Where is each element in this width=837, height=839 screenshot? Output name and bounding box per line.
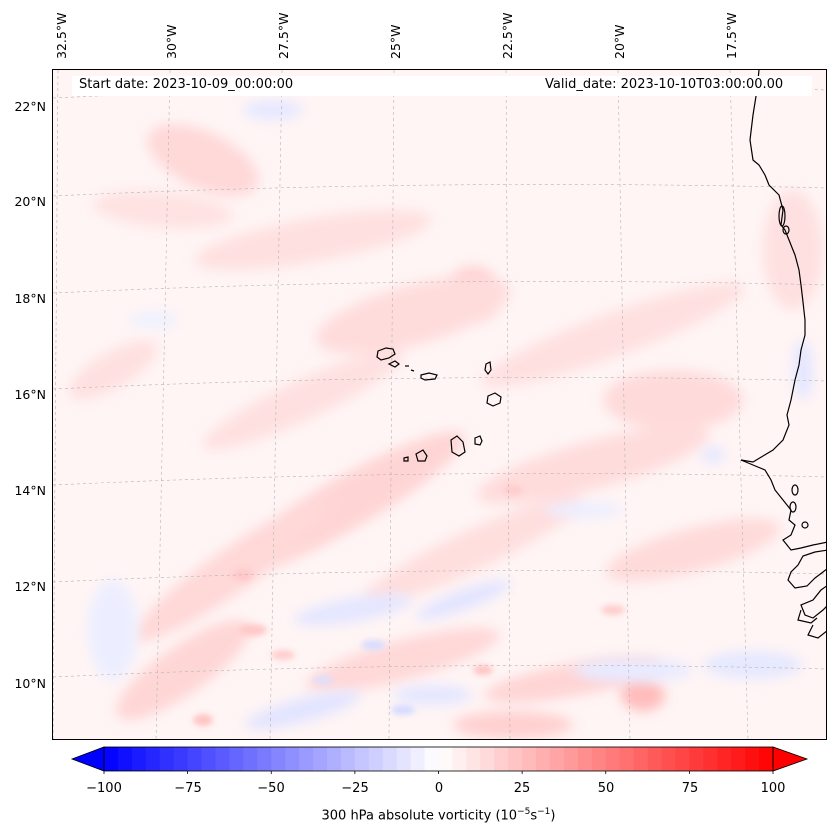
colorbar-tick: 50 <box>597 781 615 796</box>
colorbar-segment <box>271 747 286 771</box>
colorbar-segment <box>647 747 663 771</box>
map-canvas <box>53 70 826 739</box>
vorticity-map <box>52 69 827 740</box>
colorbar-segment <box>759 747 774 771</box>
lon-label: 27.5°W <box>276 12 291 59</box>
colorbar-label: 300 hPa absolute vorticity (10−5s−1) <box>321 807 556 824</box>
colorbar-segment <box>661 747 677 771</box>
colorbar-segment <box>619 747 635 771</box>
lon-label: 22.5°W <box>500 12 515 59</box>
colorbar-segment <box>299 747 314 771</box>
lon-label: 20°W <box>612 24 627 59</box>
colorbar-segment <box>104 747 119 771</box>
lat-label: 14°N <box>14 483 46 498</box>
start-date-label: Start date: 2023-10-09_00:00:00 <box>79 77 294 92</box>
colorbar-segment <box>410 747 426 771</box>
colorbar-segment <box>480 747 495 771</box>
colorbar-tick: 25 <box>513 781 531 796</box>
header-box-right <box>352 76 812 96</box>
lat-label: 10°N <box>14 676 46 691</box>
coastline <box>740 70 826 639</box>
colorbar-segment <box>494 747 509 771</box>
colorbar-segment <box>466 747 481 771</box>
colorbar-segment <box>731 747 746 771</box>
colorbar-tick: −50 <box>257 781 285 796</box>
colorbar-tick: 75 <box>681 781 699 796</box>
colorbar-segment <box>550 747 565 771</box>
colorbar-segment <box>340 747 356 771</box>
lat-label: 18°N <box>14 291 46 306</box>
colorbar-segment <box>675 747 690 771</box>
colorbar-segment <box>257 747 272 771</box>
colorbar-segment <box>605 747 621 771</box>
colorbar-segment <box>327 747 342 771</box>
colorbar-tick: 100 <box>760 781 786 796</box>
lat-label: 20°N <box>14 194 46 209</box>
colorbar-tick: 0 <box>434 781 444 796</box>
colorbar-segment <box>438 747 454 771</box>
colorbar-segment <box>508 747 523 771</box>
colorbar-segment <box>703 747 718 771</box>
lon-label: 25°W <box>388 24 403 59</box>
colorbar <box>70 746 809 774</box>
colorbar-segment <box>131 747 147 771</box>
colorbar-segment <box>159 747 175 771</box>
negative-vorticity-areas <box>88 100 813 730</box>
colorbar-segment <box>145 747 161 771</box>
lat-label: 16°N <box>14 387 46 402</box>
colorbar-segment <box>536 747 551 771</box>
colorbar-segment <box>577 747 593 771</box>
colorbar-segment <box>522 747 537 771</box>
lon-label: 32.5°W <box>54 12 69 59</box>
colorbar-segment <box>313 747 328 771</box>
colorbar-tick: −100 <box>86 781 122 796</box>
lon-label: 30°W <box>164 24 179 59</box>
colorbar-tick: −25 <box>341 781 369 796</box>
cape-verde-islands <box>376 347 502 462</box>
colorbar-tick: −75 <box>174 781 202 796</box>
colorbar-segment <box>745 747 760 771</box>
colorbar-segment <box>591 747 607 771</box>
colorbar-segment <box>689 747 704 771</box>
colorbar-extend-min <box>70 746 105 772</box>
colorbar-segment <box>452 747 467 771</box>
colorbar-segment <box>396 747 412 771</box>
colorbar-segment <box>117 747 133 771</box>
colorbar-segment <box>382 747 398 771</box>
colorbar-segment <box>717 747 732 771</box>
colorbar-extend-max <box>772 746 809 772</box>
header-box-left <box>72 76 352 96</box>
colorbar-segment <box>201 747 217 771</box>
colorbar-segment <box>229 747 244 771</box>
colorbar-segment <box>424 747 440 771</box>
colorbar-segment <box>633 747 649 771</box>
colorbar-segment <box>215 747 231 771</box>
small-scale-features <box>193 485 625 726</box>
colorbar-segment <box>187 747 203 771</box>
colorbar-segment <box>563 747 579 771</box>
colorbar-segment <box>368 747 384 771</box>
lon-label: 17.5°W <box>724 12 739 59</box>
colorbar-segment <box>243 747 258 771</box>
valid-date-label: Valid_date: 2023-10-10T03:00:00.00 <box>545 77 784 92</box>
colorbar-segment <box>173 747 189 771</box>
colorbar-segment <box>354 747 370 771</box>
lat-label: 22°N <box>14 99 46 114</box>
lat-label: 12°N <box>14 579 46 594</box>
colorbar-segment <box>285 747 300 771</box>
